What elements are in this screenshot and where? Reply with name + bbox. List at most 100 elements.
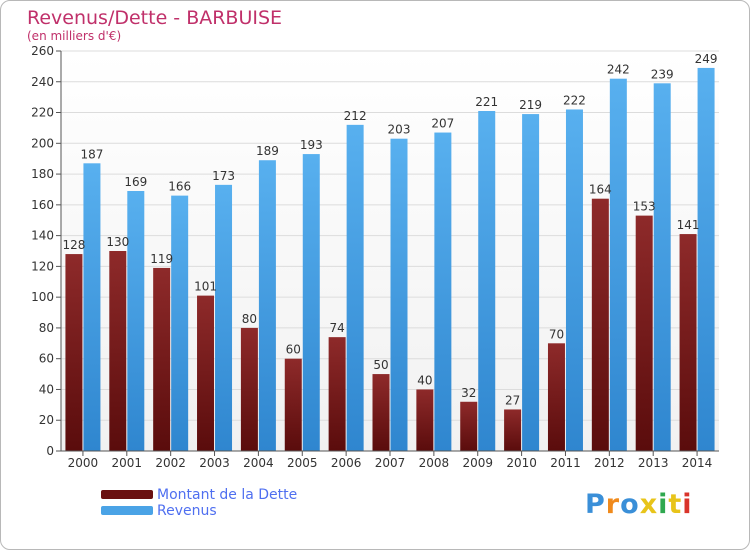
data-label-revenus-2000: 187 xyxy=(80,147,103,161)
bar-debt-2010 xyxy=(504,409,522,451)
bar-revenus-2010 xyxy=(522,114,540,452)
x-tick-label-2005: 2005 xyxy=(287,456,318,470)
data-label-revenus-2007: 203 xyxy=(388,123,411,137)
x-tick-label-2001: 2001 xyxy=(112,456,143,470)
bar-debt-2008 xyxy=(416,389,434,451)
bar-debt-2001 xyxy=(109,251,127,451)
y-tick-label: 0 xyxy=(46,444,54,458)
logo-letter: t xyxy=(668,489,683,520)
bar-debt-2009 xyxy=(460,401,478,451)
bar-debt-2006 xyxy=(328,337,346,451)
x-tick-label-2003: 2003 xyxy=(199,456,230,470)
bar-debt-2013 xyxy=(635,215,653,451)
bar-revenus-2002 xyxy=(171,195,189,451)
x-tick-label-2002: 2002 xyxy=(155,456,186,470)
bar-debt-2004 xyxy=(240,327,258,451)
y-tick-label: 120 xyxy=(31,259,54,273)
bar-debt-2014 xyxy=(679,234,697,451)
x-tick-label-2006: 2006 xyxy=(331,456,362,470)
x-tick-label-2014: 2014 xyxy=(682,456,713,470)
legend-swatch-revenus xyxy=(101,506,153,515)
data-label-debt-2006: 74 xyxy=(329,321,344,335)
x-tick-label-2007: 2007 xyxy=(375,456,406,470)
data-label-revenus-2009: 221 xyxy=(475,95,498,109)
bar-revenus-2009 xyxy=(478,111,496,451)
data-label-debt-2010: 27 xyxy=(505,393,520,407)
legend-swatch-debt xyxy=(101,490,153,499)
bar-debt-2007 xyxy=(372,374,390,451)
x-tick-label-2009: 2009 xyxy=(462,456,493,470)
data-label-debt-2004: 80 xyxy=(242,312,257,326)
x-tick-label-2012: 2012 xyxy=(594,456,625,470)
data-label-revenus-2001: 169 xyxy=(124,175,147,189)
y-tick-label: 240 xyxy=(31,75,54,89)
y-tick-label: 40 xyxy=(39,382,54,396)
y-tick-label: 260 xyxy=(31,44,54,58)
data-label-revenus-2014: 249 xyxy=(695,52,718,66)
data-label-revenus-2002: 166 xyxy=(168,180,191,194)
bar-revenus-2001 xyxy=(127,191,145,451)
chart-subtitle: (en milliers d'€) xyxy=(27,29,122,43)
logo-letter: i xyxy=(682,489,693,520)
bar-revenus-2000 xyxy=(83,163,101,452)
y-tick-label: 100 xyxy=(31,290,54,304)
x-tick-label-2013: 2013 xyxy=(638,456,669,470)
data-label-revenus-2012: 242 xyxy=(607,63,630,77)
bar-debt-2005 xyxy=(284,358,302,451)
y-tick-label: 200 xyxy=(31,136,54,150)
data-label-debt-2008: 40 xyxy=(417,373,432,387)
bar-revenus-2005 xyxy=(302,154,320,452)
data-label-revenus-2011: 222 xyxy=(563,93,586,107)
data-label-debt-2007: 50 xyxy=(373,358,388,372)
bar-debt-2011 xyxy=(547,343,565,451)
data-label-revenus-2006: 212 xyxy=(344,109,367,123)
bar-debt-2002 xyxy=(153,267,171,451)
data-label-debt-2002: 119 xyxy=(150,252,173,266)
y-tick-label: 80 xyxy=(39,321,54,335)
data-label-debt-2003: 101 xyxy=(194,280,217,294)
data-label-debt-2005: 60 xyxy=(286,343,301,357)
y-tick-label: 220 xyxy=(31,106,54,120)
data-label-debt-2014: 141 xyxy=(677,218,700,232)
x-tick-label-2011: 2011 xyxy=(550,456,581,470)
proxiti-logo: Proxiti xyxy=(585,489,693,520)
legend-label-debt: Montant de la Dette xyxy=(157,487,298,503)
y-tick-label: 160 xyxy=(31,198,54,212)
logo-letter: o xyxy=(620,489,640,520)
bar-revenus-2014 xyxy=(697,67,715,451)
bar-revenus-2004 xyxy=(258,160,276,451)
bar-revenus-2012 xyxy=(609,78,627,451)
data-label-debt-2000: 128 xyxy=(62,238,85,252)
y-tick-label: 60 xyxy=(39,352,54,366)
bar-revenus-2011 xyxy=(565,109,583,451)
logo-letter: r xyxy=(605,489,621,520)
data-label-debt-2001: 130 xyxy=(106,235,129,249)
bar-debt-2012 xyxy=(591,198,609,451)
logo-letter: x xyxy=(639,489,659,520)
data-label-debt-2011: 70 xyxy=(549,327,564,341)
plot-area xyxy=(61,51,719,451)
x-tick-label-2010: 2010 xyxy=(506,456,537,470)
x-tick-label-2008: 2008 xyxy=(419,456,450,470)
data-label-debt-2009: 32 xyxy=(461,386,476,400)
chart-title: Revenus/Dette - BARBUISE xyxy=(27,7,283,29)
x-tick-label-2000: 2000 xyxy=(68,456,99,470)
bar-revenus-2003 xyxy=(215,184,233,451)
data-label-debt-2013: 153 xyxy=(633,200,656,214)
bar-debt-2003 xyxy=(197,295,215,451)
bar-revenus-2008 xyxy=(434,132,452,452)
data-label-revenus-2008: 207 xyxy=(431,117,454,131)
y-tick-label: 140 xyxy=(31,229,54,243)
y-tick-label: 20 xyxy=(39,413,54,427)
bar-revenus-2006 xyxy=(346,124,364,451)
logo-letter: i xyxy=(658,489,669,520)
bar-revenus-2013 xyxy=(653,83,671,452)
bar-debt-2000 xyxy=(65,254,83,451)
logo-letter: P xyxy=(585,489,606,520)
data-label-revenus-2003: 173 xyxy=(212,169,235,183)
data-label-revenus-2010: 219 xyxy=(519,98,542,112)
data-label-revenus-2004: 189 xyxy=(256,144,279,158)
data-label-revenus-2013: 239 xyxy=(651,67,674,81)
